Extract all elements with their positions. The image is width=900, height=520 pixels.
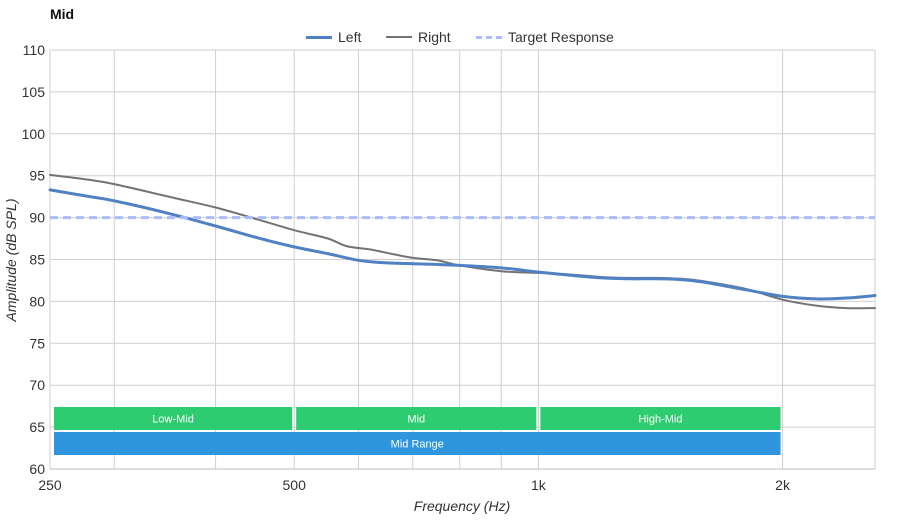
legend-item-target[interactable]: Target Response [476,27,614,47]
band-label: Low-Mid [152,414,194,426]
y-tick-label: 90 [29,210,45,226]
grid [49,49,876,470]
x-tick-label: 2k [775,477,791,493]
y-tick-label: 70 [29,377,45,393]
legend-item-left[interactable]: Left [306,27,361,47]
frequency-bands: Low-Mid Mid High-Mid Mid Range [54,407,781,455]
legend-label-target: Target Response [508,29,614,45]
band-label: High-Mid [638,414,682,426]
y-tick-label: 80 [29,293,45,309]
band-low-mid: Low-Mid [54,407,293,430]
band-rect [54,432,781,455]
legend: Left Right Target Response [0,27,900,47]
x-axis-label: Frequency (Hz) [414,498,510,514]
band-label: Mid [407,414,425,426]
chart-title: Mid [50,6,75,22]
x-tick-label: 1k [531,477,547,493]
band-label: Mid Range [391,439,444,451]
legend-label-left: Left [338,29,362,45]
band-mid: Mid [296,407,537,430]
y-tick-label: 105 [22,84,46,100]
series-line-left [48,188,877,301]
legend-item-right[interactable]: Right [386,27,451,47]
y-tick-label: 85 [29,252,45,268]
y-tick-label: 75 [29,335,45,351]
series-line-right [49,173,876,310]
band-rect [540,407,781,430]
legend-label-right: Right [418,29,451,45]
y-tick-label: 60 [29,461,45,477]
band-rect [54,407,293,430]
y-axis-label: Amplitude (dB SPL) [3,199,19,323]
x-tick-label: 500 [283,477,307,493]
legend-swatch-right [386,36,412,38]
band-mid-range: Mid Range [54,432,781,455]
band-high-mid: High-Mid [540,407,781,430]
y-tick-label: 95 [29,168,45,184]
y-tick-label: 65 [29,419,45,435]
y-tick-label: 100 [22,126,46,142]
x-tick-label: 250 [38,477,62,493]
band-rect [296,407,537,430]
legend-swatch-target [476,35,502,39]
legend-swatch-left [306,35,332,39]
y-tick-label: 110 [23,42,46,58]
series-lines [48,173,877,310]
axes: 60 65 70 75 80 85 90 95 100 105 110 250 500 1k 2k [22,42,875,493]
